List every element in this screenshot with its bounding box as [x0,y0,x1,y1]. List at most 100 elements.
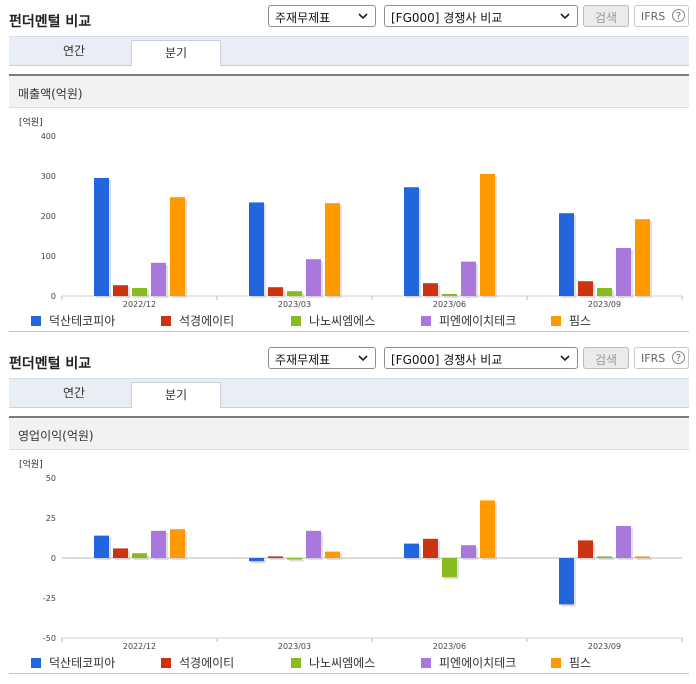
legend-item[interactable]: 덕산테코피아 [31,654,115,671]
bar[interactable] [94,535,109,558]
bar[interactable] [616,526,631,558]
bar[interactable] [480,500,495,558]
legend-item[interactable]: 나노씨엠에스 [291,312,375,329]
bar-shadow [599,558,614,560]
ifrs-label: IFRS [641,10,666,23]
ifrs-button[interactable]: IFRS ? [634,5,689,27]
bar[interactable] [287,291,302,296]
bar[interactable] [635,219,650,296]
legend-label: 핌스 [569,314,592,328]
bar[interactable] [94,178,109,296]
statement-select[interactable]: 주재무제표 [268,5,376,27]
bar[interactable] [442,294,457,296]
legend-item[interactable]: 피엔에이치테크 [421,654,516,671]
bar[interactable] [480,174,495,296]
chevron-down-icon [358,13,368,20]
y-unit-label: [억원] [19,116,43,128]
tab-annual[interactable]: 연간 [62,44,86,58]
help-icon[interactable]: ? [672,9,685,22]
bar[interactable] [325,203,340,296]
bar[interactable] [151,262,166,296]
bar-shadow [637,558,652,560]
bar[interactable] [616,248,631,296]
legend-label: 피엔에이치테크 [439,314,517,328]
tab-quarterly[interactable]: 분기 [131,382,221,408]
chart-card: 매출액(억원) [억원] 0 100 200 300 400 2022/12 2023/03 2… [9,74,689,332]
bar[interactable] [442,558,457,578]
compare-group-select-value: [FG000] 경쟁사 비교 [391,11,503,25]
bar[interactable] [423,283,438,296]
chart-title: 영업이익(억원) [18,429,94,443]
search-button[interactable]: 검색 [583,347,629,369]
bar[interactable] [597,556,612,558]
x-tick-label: 2022/12 [123,642,156,650]
compare-group-select[interactable]: [FG000] 경쟁사 비교 [384,5,578,27]
bar[interactable] [461,545,476,558]
bar[interactable] [404,543,419,558]
ifrs-button[interactable]: IFRS ? [634,347,689,369]
chart-legend: 덕산테코피아 석경에이티 나노씨엠에스 피엔에이치테크 핌스 [31,312,681,329]
x-tick-label: 2023/09 [588,300,621,308]
bar[interactable] [113,548,128,558]
bar[interactable] [249,202,264,296]
search-button[interactable]: 검색 [583,5,629,27]
bar[interactable] [578,540,593,558]
legend-item[interactable]: 덕산테코피아 [31,312,115,329]
bar[interactable] [268,287,283,296]
bar[interactable] [578,281,593,296]
bar[interactable] [423,538,438,558]
section-title: 펀더멘털 비교 [9,14,92,30]
legend-item[interactable]: 석경에이티 [161,312,234,329]
bar[interactable] [132,553,147,558]
x-tick-label: 2023/06 [433,642,466,650]
legend-label: 나노씨엠에스 [309,314,376,328]
chart-card-header: 매출액(억원) [9,76,689,108]
bar[interactable] [306,259,321,296]
bar[interactable] [170,529,185,558]
bar[interactable] [559,558,574,605]
compare-group-select[interactable]: [FG000] 경쟁사 비교 [384,347,578,369]
legend-item[interactable]: 핌스 [551,654,591,671]
bar[interactable] [325,551,340,558]
bar[interactable] [287,558,302,560]
bar[interactable] [597,288,612,296]
bar[interactable] [404,187,419,296]
legend-label: 석경에이티 [179,314,235,328]
period-tabs: 연간 분기 [9,36,689,66]
tab-quarterly[interactable]: 분기 [131,40,221,66]
y-tick-label: -25 [43,594,56,603]
legend-item[interactable]: 나노씨엠에스 [291,654,375,671]
bar[interactable] [151,530,166,558]
bar[interactable] [306,530,321,558]
bar[interactable] [268,556,283,558]
chart-title: 매출액(억원) [18,87,83,101]
panel-revenue: 펀더멘털 비교 주재무제표 [FG000] 경쟁사 비교 검색 IFRS ? 연… [9,5,689,332]
bar[interactable] [170,197,185,296]
bar[interactable] [635,556,650,558]
y-tick-label: -50 [43,634,56,643]
bar[interactable] [559,213,574,296]
legend-item[interactable]: 석경에이티 [161,654,234,671]
tab-annual[interactable]: 연간 [62,386,86,400]
period-tabs: 연간 분기 [9,378,689,408]
legend-label: 피엔에이치테크 [439,656,517,670]
y-tick-label: 400 [41,132,56,141]
y-tick-label: 50 [46,474,56,483]
ifrs-label: IFRS [641,352,666,365]
legend-item[interactable]: 피엔에이치테크 [421,312,516,329]
x-tick-label: 2022/12 [123,300,156,308]
statement-select[interactable]: 주재무제표 [268,347,376,369]
help-icon[interactable]: ? [672,351,685,364]
bar[interactable] [132,288,147,296]
y-unit-label: [억원] [19,458,43,470]
bar-shadow [270,558,285,560]
chevron-down-icon [560,355,570,362]
bar-shadow [444,296,459,298]
legend-label: 덕산테코피아 [49,656,116,670]
legend-swatch [421,658,431,668]
legend-item[interactable]: 핌스 [551,312,591,329]
bar[interactable] [461,261,476,296]
bar[interactable] [249,558,264,562]
chart-card: 영업이익(억원) [억원] -50 -25 0 25 50 2022/12 2023/03 20… [9,416,689,674]
bar[interactable] [113,285,128,296]
